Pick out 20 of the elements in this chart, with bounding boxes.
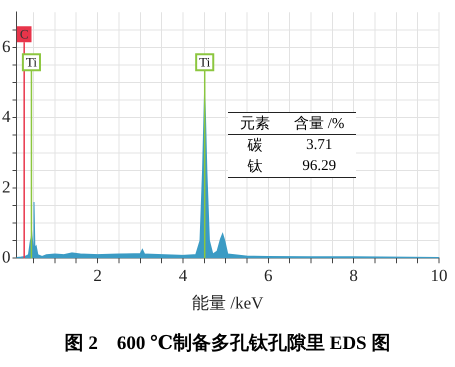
y-tick-label: 0 [2, 248, 10, 267]
annotation: 含量 /% [282, 112, 356, 134]
annotation: 96.29 [282, 156, 356, 178]
x-tick-label: 6 [264, 266, 273, 285]
x-tick-label: 4 [178, 266, 188, 285]
x-tick-label: 10 [430, 266, 448, 285]
ref-line-label: Ti [199, 54, 211, 70]
ref-line-label: Ti [26, 54, 38, 70]
annotation: 3.71 [305, 136, 334, 155]
annotation: 钛 [228, 156, 282, 178]
y-tick-label: 4 [2, 107, 11, 126]
annotation: 元素 [228, 112, 282, 134]
annotation: 碳 [246, 136, 264, 156]
x-tick-label: 8 [349, 266, 358, 285]
x-tick-label: 2 [93, 266, 102, 285]
ref-line-label: C [20, 26, 29, 42]
x-axis-title: 能量 /keV [192, 293, 264, 312]
y-tick-label: 6 [2, 36, 10, 56]
y-tick-label: 2 [2, 177, 10, 196]
text: 图 2 600 ℃制备多孔钛孔隙里 EDS 图 [64, 332, 392, 356]
